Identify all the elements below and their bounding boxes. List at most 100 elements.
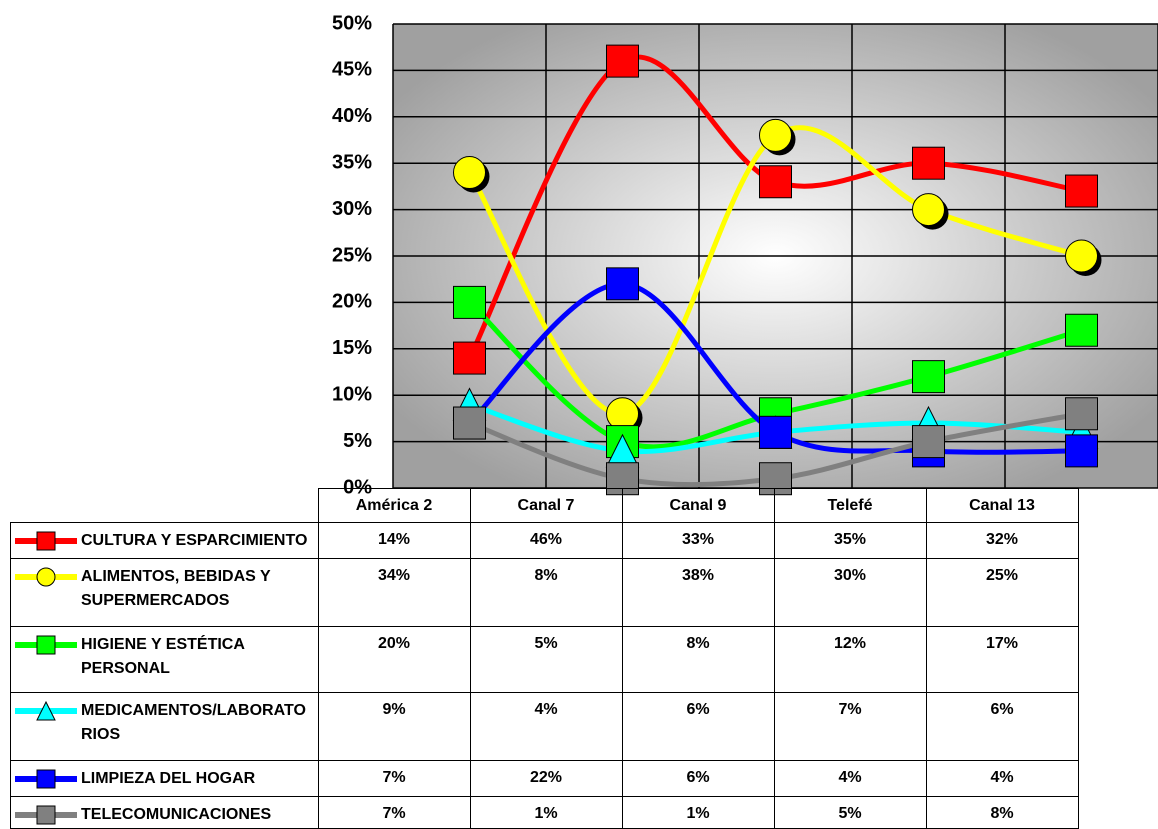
table-cell: TELECOMUNICACIONES — [10, 796, 319, 829]
table-cell: 20% — [317, 626, 471, 693]
table-cell: 25% — [925, 558, 1079, 627]
table-cell: 7% — [317, 760, 471, 797]
table-cell: 35% — [773, 522, 927, 559]
marker — [453, 285, 486, 319]
y-tick-label: 25% — [332, 244, 372, 266]
table-cell: Canal 13 — [925, 488, 1079, 523]
table-cell: MEDICAMENTOS/LABORATORIOS — [10, 692, 319, 761]
table-cell: 5% — [469, 626, 623, 693]
y-tick-label: 20% — [332, 291, 372, 313]
y-tick-label: 45% — [332, 59, 372, 81]
table-cell: 1% — [469, 796, 623, 829]
table-cell: 33% — [621, 522, 775, 559]
table-cell: 5% — [773, 796, 927, 829]
marker — [453, 341, 486, 375]
marker — [1065, 313, 1098, 347]
legend-key — [15, 567, 77, 587]
table-cell: 9% — [317, 692, 471, 761]
marker — [912, 193, 945, 227]
legend-label: CULTURA Y ESPARCIMIENTO — [81, 532, 308, 549]
table-row: HIGIENE Y ESTÉTICA PERSONAL 20% 5% 8% 12% 17% — [10, 626, 1079, 693]
table-row: América 2 Canal 7 Canal 9 Telefé Canal 13 — [11, 488, 1079, 523]
table-cell: Telefé — [773, 488, 927, 523]
marker — [36, 700, 56, 721]
table-cell: 17% — [925, 626, 1079, 693]
marker — [606, 44, 639, 78]
marker — [36, 567, 56, 587]
table-cell: 8% — [621, 626, 775, 693]
legend-label: MEDICAMENTOS/LABORATORIOS — [81, 702, 306, 743]
table-cell: 22% — [469, 760, 623, 797]
table-cell — [11, 489, 319, 523]
legend-key — [15, 700, 77, 721]
legend-key — [15, 531, 77, 551]
y-tick-label: 50% — [332, 12, 372, 34]
y-tick-label: 5% — [343, 430, 372, 452]
table-cell: América 2 — [317, 488, 471, 523]
table-cell: 4% — [469, 692, 623, 761]
table-cell: 8% — [925, 796, 1079, 829]
marker — [759, 118, 792, 152]
table-cell: 4% — [925, 760, 1079, 797]
marker — [759, 165, 792, 199]
table-cell: 6% — [621, 692, 775, 761]
table-cell: 30% — [773, 558, 927, 627]
table-cell: HIGIENE Y ESTÉTICA PERSONAL — [10, 626, 319, 693]
marker — [1065, 239, 1098, 273]
table-row: ALIMENTOS, BEBIDAS Y SUPERMERCADOS 34% 8% 3… — [10, 558, 1079, 627]
marker — [1065, 434, 1098, 468]
table-cell: 32% — [925, 522, 1079, 559]
table-cell: 14% — [317, 522, 471, 559]
y-tick-label: 30% — [332, 198, 372, 220]
table-row: MEDICAMENTOS/LABORATORIOS 9% 4% 6% 7% 6% — [10, 692, 1079, 761]
table-cell: 7% — [773, 692, 927, 761]
table-cell: 6% — [621, 760, 775, 797]
series-line — [467, 54, 1082, 360]
table-cell: 4% — [773, 760, 927, 797]
table-cell: 12% — [773, 626, 927, 693]
legend-label: ALIMENTOS, BEBIDAS Y SUPERMERCADOS — [81, 568, 271, 609]
legend-label: HIGIENE Y ESTÉTICA PERSONAL — [81, 636, 245, 677]
table-cell: 34% — [317, 558, 471, 627]
marker — [36, 805, 56, 825]
table-cell: LIMPIEZA DEL HOGAR — [10, 760, 319, 797]
table-cell: 1% — [621, 796, 775, 829]
marker — [606, 267, 639, 301]
marker — [759, 415, 792, 449]
y-tick-label: 40% — [332, 105, 372, 127]
marker — [36, 635, 56, 655]
marker — [912, 425, 945, 459]
series-line — [467, 281, 1082, 455]
marker — [1065, 174, 1098, 208]
marker — [453, 406, 486, 440]
legend-key — [15, 805, 77, 825]
table-row: LIMPIEZA DEL HOGAR 7% 22% 6% 4% 4% — [10, 760, 1079, 797]
y-tick-label: 15% — [332, 337, 372, 359]
data-table: América 2 Canal 7 Canal 9 Telefé Canal 13 CUL… — [10, 488, 1079, 829]
table-cell: 8% — [469, 558, 623, 627]
table-cell: 38% — [621, 558, 775, 627]
marker — [453, 155, 486, 189]
table-cell: 7% — [317, 796, 471, 829]
table-row: TELECOMUNICACIONES 7% 1% 1% 5% 8% — [10, 796, 1079, 829]
series-line — [467, 125, 1083, 417]
table-cell: Canal 7 — [469, 488, 623, 523]
marker — [36, 531, 56, 551]
table-cell: CULTURA Y ESPARCIMIENTO — [10, 522, 319, 559]
table-cell: Canal 9 — [621, 488, 775, 523]
marker — [36, 769, 56, 789]
table-cell: 46% — [469, 522, 623, 559]
y-tick-label: 10% — [332, 383, 372, 405]
legend-label: TELECOMUNICACIONES — [81, 806, 272, 823]
marker — [1065, 397, 1098, 431]
legend-key — [15, 635, 77, 655]
marker — [912, 360, 945, 394]
legend-label: LIMPIEZA DEL HOGAR — [81, 770, 256, 787]
legend-key — [15, 769, 77, 789]
table-cell: 6% — [925, 692, 1079, 761]
marker — [606, 397, 639, 431]
marker — [912, 146, 945, 180]
y-tick-label: 35% — [332, 151, 372, 173]
